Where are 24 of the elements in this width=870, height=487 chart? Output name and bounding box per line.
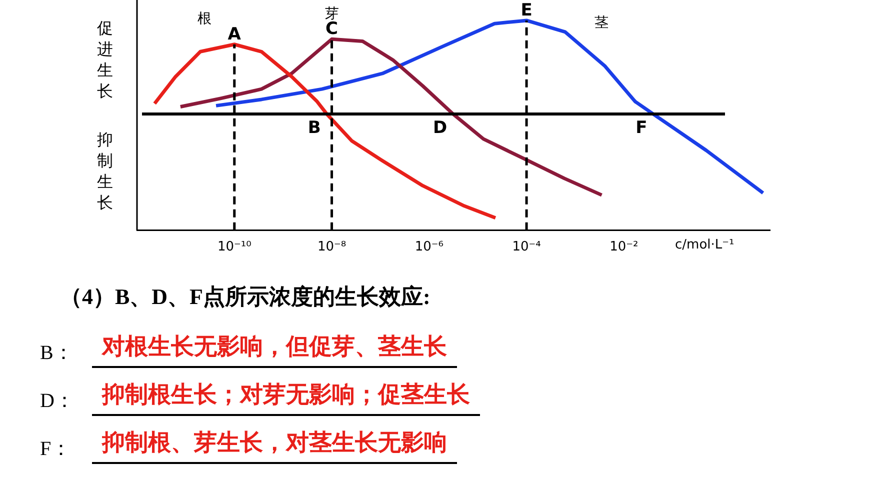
text: 抑制根、芽生长，对茎生长无影响	[92, 427, 457, 464]
annotation: B	[308, 118, 321, 138]
text: 抑制生长	[97, 130, 113, 212]
series-label: 茎	[594, 15, 609, 32]
text: F：	[40, 437, 72, 462]
text: D：	[40, 389, 76, 414]
annotation: E	[520, 0, 532, 20]
x-tick-label: 10⁻⁴	[512, 240, 541, 255]
x-axis-title: c/mol·L⁻¹	[675, 237, 734, 252]
text: 抑制根生长；对芽无影响；促茎生长	[92, 379, 480, 416]
text: （4）B、D、F点所示浓度的生长效应:	[60, 283, 432, 311]
text: 促进生长	[97, 18, 113, 101]
annotation: C	[326, 19, 338, 40]
text: B：	[40, 341, 74, 366]
annotation: D	[432, 118, 448, 138]
x-tick-label: 10⁻²	[610, 240, 638, 255]
x-tick-label: 10⁻⁸	[317, 240, 346, 255]
annotation: A	[228, 24, 242, 44]
x-tick-label: 10⁻⁶	[414, 240, 444, 255]
text: 对根生长无影响，但促芽、茎生长	[92, 331, 457, 368]
series-label: 芽	[324, 6, 339, 22]
annotation: F	[636, 118, 648, 138]
x-tick-label: 10⁻¹⁰	[217, 240, 252, 255]
series-label: 根	[197, 11, 212, 28]
